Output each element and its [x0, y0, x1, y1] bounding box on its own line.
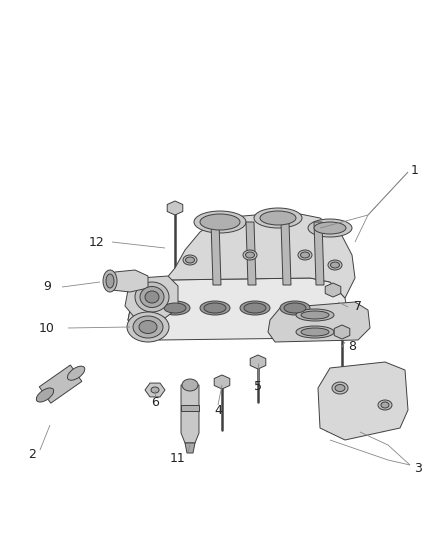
Ellipse shape: [67, 366, 85, 380]
Ellipse shape: [200, 214, 240, 230]
Ellipse shape: [308, 219, 352, 237]
Ellipse shape: [204, 303, 226, 313]
Ellipse shape: [194, 211, 246, 233]
Ellipse shape: [284, 303, 306, 313]
Polygon shape: [128, 212, 355, 340]
Ellipse shape: [240, 301, 270, 315]
Polygon shape: [246, 222, 256, 285]
Ellipse shape: [244, 303, 266, 313]
Polygon shape: [268, 302, 370, 342]
Ellipse shape: [301, 311, 329, 319]
Ellipse shape: [186, 257, 194, 263]
Text: 12: 12: [89, 236, 105, 248]
Ellipse shape: [331, 262, 339, 268]
Text: 8: 8: [348, 341, 356, 353]
Ellipse shape: [106, 274, 114, 288]
Polygon shape: [167, 201, 183, 215]
Polygon shape: [325, 283, 341, 297]
Polygon shape: [281, 222, 291, 285]
Ellipse shape: [378, 400, 392, 410]
Ellipse shape: [164, 303, 186, 313]
Text: 5: 5: [254, 381, 262, 393]
Ellipse shape: [296, 309, 334, 321]
Ellipse shape: [183, 255, 197, 265]
Text: 1: 1: [411, 164, 419, 176]
Ellipse shape: [151, 387, 159, 393]
Ellipse shape: [182, 379, 198, 391]
Ellipse shape: [103, 270, 117, 292]
Polygon shape: [145, 383, 165, 397]
Bar: [181, 405, 199, 411]
Text: 4: 4: [214, 403, 222, 416]
Polygon shape: [250, 355, 266, 369]
Ellipse shape: [200, 301, 230, 315]
Ellipse shape: [243, 250, 257, 260]
Ellipse shape: [298, 250, 312, 260]
Ellipse shape: [328, 260, 342, 270]
Ellipse shape: [280, 301, 310, 315]
Text: 11: 11: [170, 451, 186, 464]
Text: 10: 10: [39, 321, 55, 335]
Ellipse shape: [381, 402, 389, 408]
Text: 9: 9: [43, 280, 51, 294]
Polygon shape: [334, 325, 350, 339]
Polygon shape: [211, 222, 221, 285]
Ellipse shape: [139, 320, 157, 334]
Ellipse shape: [301, 328, 329, 336]
Polygon shape: [181, 385, 199, 443]
Text: 2: 2: [28, 448, 36, 462]
Ellipse shape: [335, 384, 345, 392]
Ellipse shape: [36, 388, 54, 402]
Ellipse shape: [140, 287, 164, 308]
Polygon shape: [314, 222, 324, 285]
Ellipse shape: [135, 282, 169, 312]
Ellipse shape: [300, 252, 310, 258]
Ellipse shape: [314, 222, 346, 234]
Polygon shape: [39, 365, 82, 403]
Text: 7: 7: [354, 301, 362, 313]
Text: 6: 6: [151, 395, 159, 408]
Polygon shape: [128, 278, 348, 340]
Ellipse shape: [160, 301, 190, 315]
Polygon shape: [125, 276, 178, 318]
Polygon shape: [318, 362, 408, 440]
Ellipse shape: [296, 326, 334, 338]
Ellipse shape: [133, 316, 163, 338]
Text: 3: 3: [414, 462, 422, 474]
Ellipse shape: [332, 382, 348, 394]
Ellipse shape: [246, 252, 254, 258]
Polygon shape: [110, 270, 148, 292]
Ellipse shape: [127, 312, 169, 342]
Polygon shape: [185, 443, 195, 453]
Ellipse shape: [254, 208, 302, 228]
Ellipse shape: [145, 291, 159, 303]
Ellipse shape: [260, 211, 296, 225]
Polygon shape: [214, 375, 230, 389]
